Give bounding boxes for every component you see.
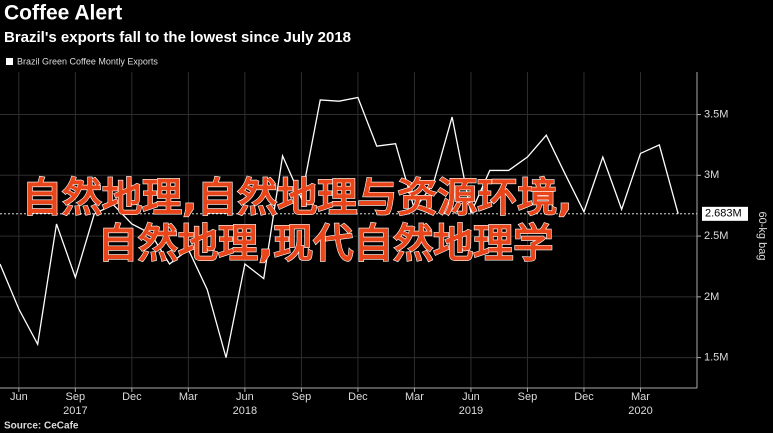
x-tick-label: Sep [66, 391, 86, 403]
y-axis-label: 60-kg bag [756, 212, 768, 261]
x-tick-label: Dec [574, 391, 594, 403]
legend-label: Brazil Green Coffee Montly Exports [17, 56, 158, 66]
x-tick-label: Jun [462, 391, 480, 403]
y-tick-label: 2.5M [704, 230, 728, 242]
year-label: 2017 [63, 405, 87, 417]
year-label: 2020 [628, 405, 652, 417]
series-line [0, 96, 679, 358]
year-label: 2018 [233, 405, 257, 417]
overlay-text: 自然地理,现代自然地理学 [98, 221, 553, 267]
chart-title: Coffee Alert [4, 2, 122, 25]
x-tick-label: Dec [122, 391, 142, 403]
legend-swatch [6, 58, 13, 65]
y-tick-label: 1.5M [704, 352, 728, 364]
y-tick-label: 3.5M [704, 108, 728, 120]
x-tick-label: Sep [518, 391, 538, 403]
x-tick-label: Mar [179, 391, 198, 403]
last-value-label: 2.683M [705, 208, 742, 220]
last-value-box [702, 206, 748, 221]
x-tick-label: Jun [236, 391, 254, 403]
y-tick-label: 2M [704, 291, 719, 303]
y-tick-label: 3M [704, 169, 719, 181]
x-tick-label: Sep [292, 391, 312, 403]
x-tick-label: Dec [348, 391, 368, 403]
x-tick-label: Jun [10, 391, 28, 403]
chart-subtitle: Brazil's exports fall to the lowest sinc… [4, 29, 351, 46]
source: Source: CeCafe [4, 421, 79, 432]
x-tick-label: Mar [631, 391, 650, 403]
year-label: 2019 [459, 405, 483, 417]
overlay-text: 自然地理,自然地理与资源环境, [22, 175, 572, 221]
x-tick-label: Mar [405, 391, 424, 403]
